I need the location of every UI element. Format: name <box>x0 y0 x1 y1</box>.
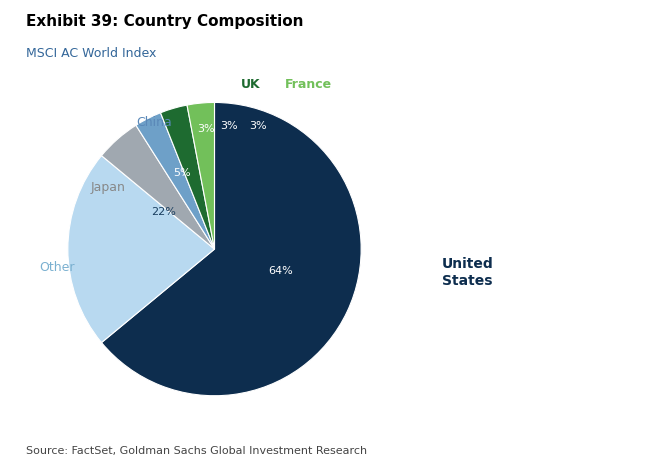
Wedge shape <box>161 105 215 249</box>
Wedge shape <box>68 156 215 343</box>
Text: Japan: Japan <box>91 181 126 195</box>
Text: Other: Other <box>39 261 75 274</box>
Text: United
States: United States <box>442 258 494 288</box>
Text: 64%: 64% <box>268 266 293 276</box>
Text: 22%: 22% <box>151 207 176 218</box>
Text: 3%: 3% <box>250 121 267 131</box>
Wedge shape <box>187 102 214 249</box>
Text: UK: UK <box>240 78 260 91</box>
Wedge shape <box>136 113 214 249</box>
Text: 3%: 3% <box>220 121 238 131</box>
Text: Exhibit 39: Country Composition: Exhibit 39: Country Composition <box>26 14 304 29</box>
Wedge shape <box>101 102 361 396</box>
Text: MSCI AC World Index: MSCI AC World Index <box>26 47 157 60</box>
Text: 3%: 3% <box>197 124 214 134</box>
Text: China: China <box>136 116 172 129</box>
Wedge shape <box>101 125 214 249</box>
Text: 5%: 5% <box>174 168 191 178</box>
Text: France: France <box>285 78 332 91</box>
Text: Source: FactSet, Goldman Sachs Global Investment Research: Source: FactSet, Goldman Sachs Global In… <box>26 446 367 456</box>
